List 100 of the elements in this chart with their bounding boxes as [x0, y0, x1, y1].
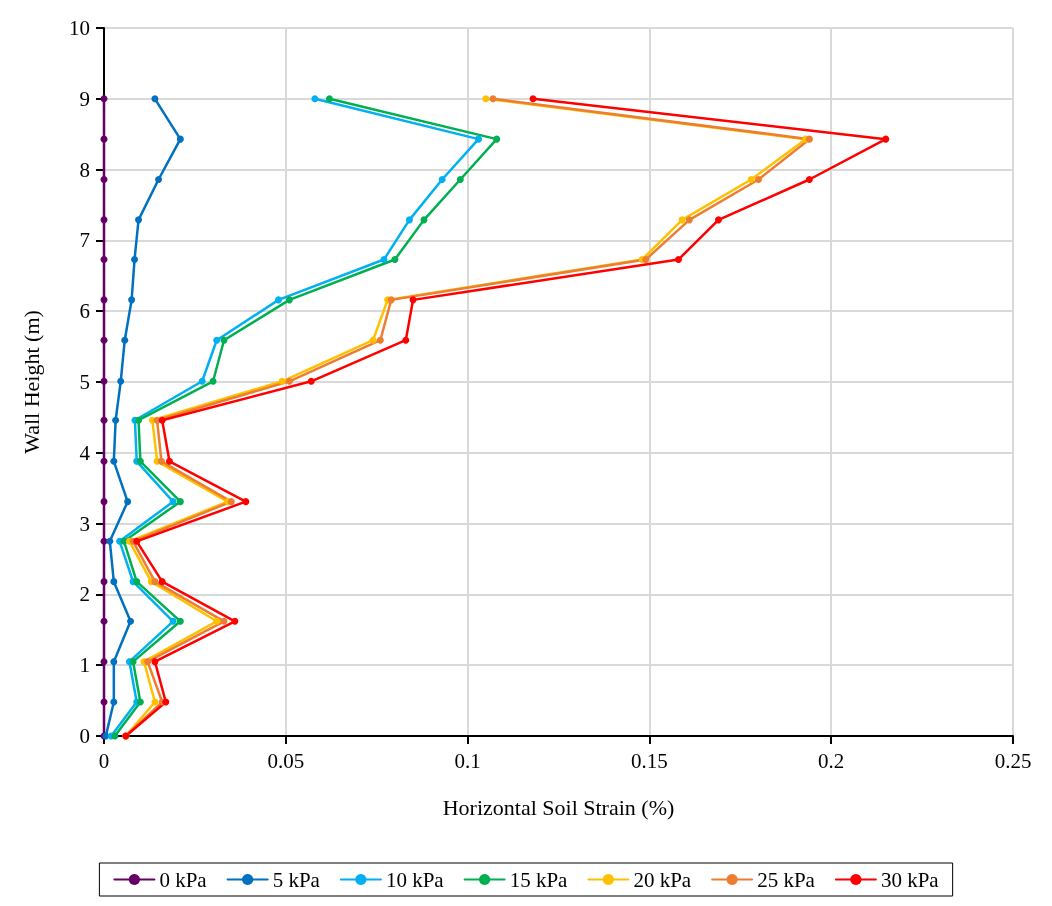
y-tick-label: 0: [79, 724, 90, 748]
point: [529, 95, 537, 103]
point: [112, 416, 120, 424]
y-tick-label: 4: [79, 440, 91, 465]
legend-label: 5 kPa: [272, 867, 321, 892]
point: [213, 617, 221, 625]
point: [106, 537, 114, 545]
point: [438, 176, 446, 184]
point: [213, 336, 221, 344]
point: [127, 617, 135, 625]
point: [117, 377, 125, 385]
point: [151, 95, 159, 103]
x-tick-label: 0.1: [454, 748, 481, 773]
point: [100, 336, 108, 344]
point: [285, 377, 293, 385]
point: [176, 135, 184, 143]
point: [169, 617, 177, 625]
point: [100, 498, 108, 506]
point: [176, 617, 184, 625]
point: [278, 377, 286, 385]
point: [220, 336, 228, 344]
legend-label: 25 kPa: [757, 867, 816, 892]
legend-label: 0 kPa: [159, 867, 208, 892]
point: [100, 377, 108, 385]
point: [133, 537, 141, 545]
point: [100, 256, 108, 264]
point: [380, 256, 388, 264]
point: [110, 698, 118, 706]
point: [128, 296, 136, 304]
point: [475, 135, 483, 143]
point: [158, 578, 166, 586]
point: [456, 176, 464, 184]
y-tick-label: 7: [79, 228, 90, 253]
point: [157, 457, 165, 465]
point: [376, 336, 384, 344]
point: [121, 336, 129, 344]
x-tick-label: 0.15: [631, 748, 668, 773]
point: [493, 135, 501, 143]
point: [242, 498, 250, 506]
point: [100, 416, 108, 424]
point: [158, 416, 166, 424]
y-tick-label: 8: [79, 157, 90, 182]
point: [100, 617, 108, 625]
point: [198, 377, 206, 385]
point: [110, 658, 118, 666]
x-axis-title: Horizontal Soil Strain (%): [442, 794, 675, 820]
point: [151, 578, 159, 586]
point: [489, 95, 497, 103]
point: [220, 617, 228, 625]
point: [325, 95, 333, 103]
point: [275, 296, 283, 304]
point: [169, 498, 177, 506]
point: [285, 296, 293, 304]
point: [307, 377, 315, 385]
point: [162, 698, 170, 706]
point: [209, 377, 217, 385]
point: [678, 216, 686, 224]
point: [754, 176, 762, 184]
y-tick-label: 6: [79, 299, 90, 324]
point: [231, 617, 239, 625]
point: [155, 176, 163, 184]
point: [151, 658, 159, 666]
point: [135, 216, 143, 224]
y-tick-label: 3: [79, 511, 90, 536]
point: [405, 216, 413, 224]
point: [124, 498, 132, 506]
point: [882, 135, 890, 143]
point: [675, 256, 682, 264]
point: [642, 256, 650, 264]
point: [129, 658, 137, 666]
point: [391, 256, 399, 264]
point: [100, 457, 108, 465]
y-tick-label: 1: [79, 653, 90, 678]
x-tick-label: 0: [98, 748, 110, 773]
point: [311, 95, 319, 103]
point: [100, 176, 108, 184]
point: [135, 416, 143, 424]
point: [131, 256, 139, 264]
x-tick-label: 0.05: [267, 748, 305, 773]
legend-label: 30 kPa: [880, 867, 940, 892]
point: [482, 95, 490, 103]
point: [100, 658, 108, 666]
point: [165, 457, 173, 465]
x-tick-label: 0.25: [994, 748, 1032, 773]
point: [714, 216, 722, 224]
y-tick-label: 5: [79, 370, 90, 394]
point: [100, 578, 108, 586]
point: [110, 578, 118, 586]
point: [369, 336, 377, 344]
y-tick-label: 10: [69, 16, 90, 40]
y-axis-title: Wall Height (m): [18, 310, 44, 454]
point: [176, 498, 184, 506]
legend-label: 20 kPa: [633, 867, 692, 892]
legend-label: 10 kPa: [385, 867, 445, 892]
point: [685, 216, 693, 224]
point: [133, 578, 141, 586]
point: [805, 176, 813, 184]
point: [110, 457, 118, 465]
point: [144, 658, 152, 666]
point: [747, 176, 755, 184]
